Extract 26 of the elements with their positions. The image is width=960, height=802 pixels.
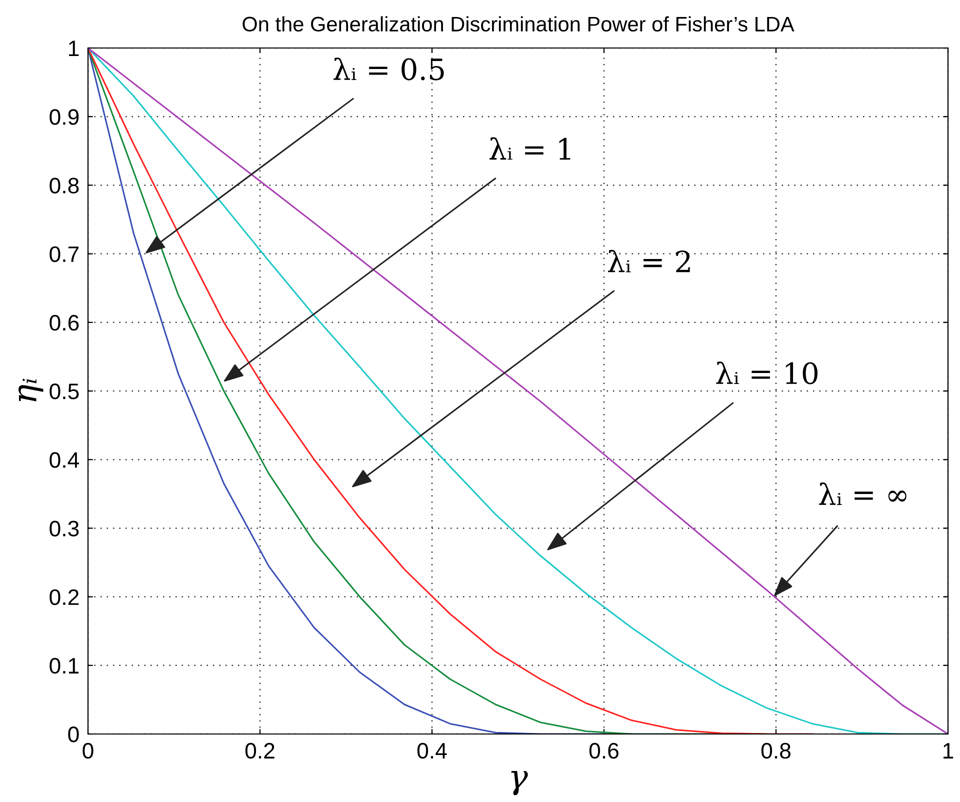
annotation: λᵢ = ∞ bbox=[819, 482, 906, 505]
x-tick-label: 0.2 bbox=[245, 742, 274, 759]
annotation: λᵢ = 10 bbox=[716, 362, 818, 384]
x-tick-label: 1 bbox=[944, 743, 954, 758]
y-axis-title: ηᵢ bbox=[18, 378, 44, 402]
y-tick-label: 0.7 bbox=[50, 246, 79, 262]
x-tick-label: 0.8 bbox=[761, 742, 790, 759]
y-tick-label: 0.1 bbox=[50, 658, 79, 674]
x-tick-label: 0.4 bbox=[417, 742, 447, 759]
y-tick-label: 1 bbox=[69, 40, 79, 56]
y-tick-label: 0.8 bbox=[50, 178, 79, 194]
annotation: λᵢ = 0.5 bbox=[334, 58, 444, 80]
y-tick-label: 0.3 bbox=[50, 520, 79, 536]
y-tick-label: 0 bbox=[68, 726, 79, 742]
x-tick-label: 0.6 bbox=[589, 742, 618, 759]
annotation: λᵢ = 2 bbox=[608, 250, 690, 272]
y-tick-label: 0.4 bbox=[50, 452, 80, 468]
y-tick-label: 0.5 bbox=[50, 384, 79, 400]
line-series bbox=[88, 48, 948, 734]
annotation: λᵢ = 1 bbox=[490, 137, 570, 160]
y-tick-label: 0.9 bbox=[50, 109, 79, 125]
y-tick-label: 0.2 bbox=[50, 589, 79, 606]
x-axis-title: γ bbox=[511, 770, 528, 796]
y-tick-label: 0.6 bbox=[50, 314, 79, 331]
x-tick-label: 0 bbox=[82, 742, 94, 759]
chart-title: On the Generalization Discrimination Power of Fisher’s LDA bbox=[242, 16, 794, 32]
